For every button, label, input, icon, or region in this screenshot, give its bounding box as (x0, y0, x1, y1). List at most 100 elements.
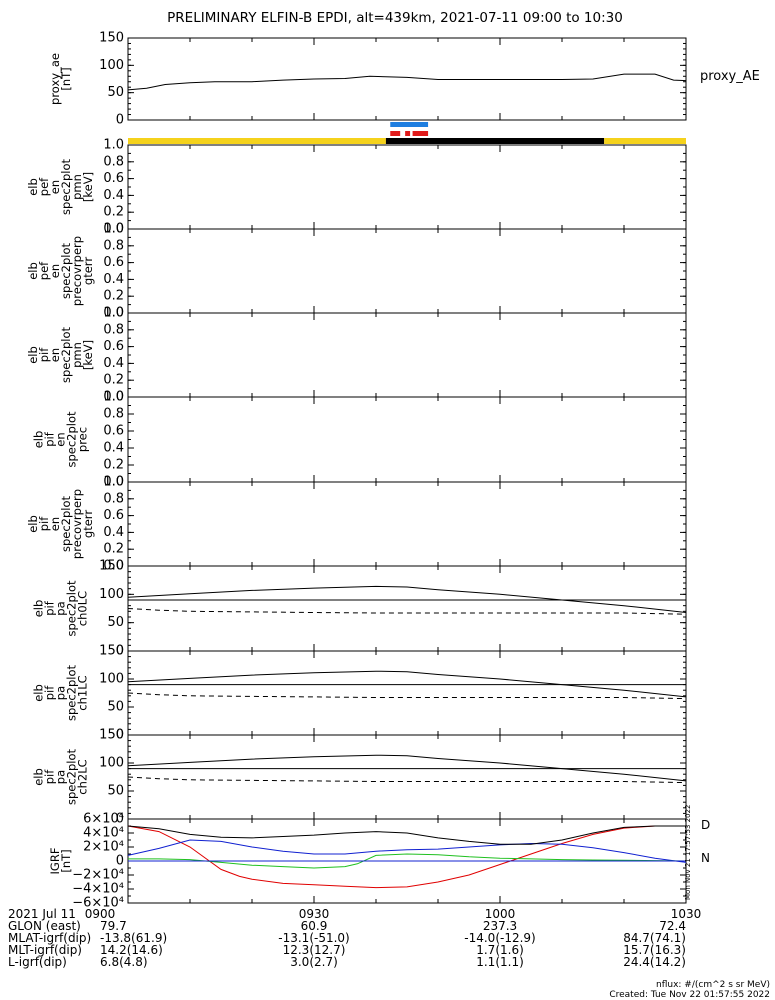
ch1LC-ylabel-4: ch1LC (76, 675, 90, 710)
ch2LC-xticks (127, 735, 687, 819)
created-stamp: Created: Tue Nov 22 01:57:55 2022 (609, 990, 770, 1000)
pif_en-ylabel-2: en (48, 348, 62, 362)
footer-value: 84.7(74.1) (623, 931, 686, 945)
IGRF-series-2 (127, 825, 686, 845)
ch0LC-ytick-label: 0 (116, 644, 124, 659)
ch2LC-series-1 (127, 776, 687, 784)
igrf-legend-n: N (701, 851, 710, 865)
footer-row-label: MLAT-igrf(dip) (8, 931, 91, 945)
orbit-bar-bar-6 (604, 138, 686, 144)
footer-value: -13.8(61.9) (100, 931, 167, 945)
IGRF-ytick-label: 4×10⁴ (83, 826, 124, 841)
side-date-stamp: Mon Nov 21 17:57:53 2022 (684, 805, 692, 900)
footer-value: 1.1(1.1) (476, 955, 524, 969)
pif_precovrperp-ylabel-4: precovrperp (70, 489, 84, 559)
proxy_ae-ytick-label: 0 (116, 113, 124, 128)
footer-value: 14.2(14.6) (100, 943, 163, 957)
pif_en-ytick-label: 0.6 (103, 339, 124, 354)
IGRF-ytick-label: −6×10⁴ (72, 896, 124, 911)
ch0LC-frame (127, 565, 687, 652)
footer-value: 0930 (299, 907, 330, 921)
pef_en-ylabel-1: pef (37, 177, 51, 196)
orbit-bar-bar-4 (128, 138, 386, 144)
ch1LC-series-0 (127, 670, 687, 698)
ch2LC-ytick-label: 150 (99, 728, 124, 743)
ch2LC-ylabel-2: pa (54, 770, 68, 784)
pef_precovrperp-yaxis: 1.00.80.60.40.20.0 (103, 222, 686, 321)
pif_precovrperp-ytick-label: 1.0 (103, 475, 124, 490)
proxy_ae-yaxis: 150 100 50 0 (99, 31, 686, 128)
ch0LC-ylabel-4: ch0LC (76, 591, 90, 626)
pef_precovrperp-ylabel-3: spec2plot (59, 242, 73, 299)
pif_en-frame (127, 312, 687, 398)
plot-title: PRELIMINARY ELFIN-B EPDI, alt=439km, 202… (167, 10, 623, 26)
IGRF-ytick-label: 6×10⁴ (83, 812, 124, 827)
ch2LC-series-0 (127, 754, 687, 782)
ch1LC-ytick-label: 0 (116, 728, 124, 743)
orbit-bar-red-2 (405, 131, 411, 136)
ch2LC-ytick-label: 0 (116, 812, 124, 827)
footer-value: -13.1(-51.0) (278, 931, 349, 945)
proxy_ae-ylabel-1: [nT] (59, 67, 73, 90)
orbit-bar-red-1 (390, 131, 401, 136)
pif_precovrperp-ylabel-5: gterr (81, 510, 95, 538)
ch0LC-yaxis: 150 100 50 0 (99, 559, 686, 659)
ch2LC-ylabel-1: pif (43, 769, 57, 784)
footer-value: 12.3(12.7) (283, 943, 346, 957)
footer-value: 24.4(14.2) (623, 955, 686, 969)
proxy_ae-line (127, 73, 687, 91)
ch0LC-ylabel-3: spec2plot (65, 580, 79, 637)
pif_prec-ylabel-0: elb (32, 431, 46, 449)
footer-ephemeris: 2021 Jul 11 0900 0930 1000 1030 GLON (east) 79… (8, 907, 770, 1000)
pef_en-xticks (127, 145, 687, 229)
pef_precovrperp-ytick-label: 0.6 (103, 255, 124, 270)
ch2LC-ytick-label: 100 (99, 756, 124, 771)
pif_prec-ytick-label: 0.2 (103, 458, 124, 473)
IGRF-series-1 (127, 839, 687, 863)
pif_precovrperp-ytick-label: 0.2 (103, 542, 124, 557)
ch1LC-ytick-label: 100 (99, 672, 124, 687)
orbit-bar-red-3 (412, 131, 429, 136)
footer-value: 3.0(2.7) (290, 955, 338, 969)
pef_precovrperp-ylabel-5: gterr (81, 257, 95, 285)
proxy_ae-ytick-label: 100 (99, 58, 124, 73)
footer-value: 237.3 (483, 919, 517, 933)
pef_en-ytick-label: 0.4 (103, 188, 124, 203)
IGRF-series-3 (128, 853, 687, 869)
pif_prec-ytick-label: 0.0 (103, 475, 124, 490)
pif_en-ytick-label: 0.8 (103, 322, 124, 337)
pif_prec-ytick-label: 0.4 (103, 441, 124, 456)
pif_en-ytick-label: 0.0 (103, 390, 124, 405)
IGRF-ylabel-0: IGRF (48, 848, 62, 875)
pif_en-ylabel-0: elb (26, 346, 40, 364)
ch1LC-ylabel-3: spec2plot (65, 664, 79, 721)
ch0LC-series-1 (127, 608, 687, 615)
pif_precovrperp-ytick-label: 0.0 (103, 559, 124, 574)
pif_precovrperp-ytick-label: 0.6 (103, 508, 124, 523)
pif_prec-frame (127, 396, 687, 483)
pef_en-frame (127, 144, 687, 230)
pif_prec-ylabel-4: prec (76, 427, 90, 452)
ch2LC-ylabel-4: ch2LC (76, 759, 90, 794)
ch1LC-frame (127, 650, 687, 736)
footer-row-label: GLON (east) (8, 919, 81, 933)
pef_precovrperp-ylabel-2: en (48, 264, 62, 278)
footer-value: 1000 (485, 907, 516, 921)
pif_precovrperp-ytick-label: 0.8 (103, 491, 124, 506)
pif_precovrperp-ylabel-3: spec2plot (59, 495, 73, 552)
ch1LC-ytick-label: 150 (99, 644, 124, 659)
nflux-units: nflux: #/(cm^2 s sr MeV) (656, 980, 770, 990)
pef_precovrperp-ylabel-4: precovrperp (70, 236, 84, 306)
pif_en-yaxis: 1.00.80.60.40.20.0 (103, 306, 686, 405)
pif_prec-ylabel-3: spec2plot (65, 411, 79, 468)
ch1LC-ytick-label: 50 (107, 700, 124, 715)
ch0LC-series-0 (127, 585, 687, 613)
IGRF-ytick-label: −4×10⁴ (72, 882, 124, 897)
pif_prec-ytick-label: 0.8 (103, 407, 124, 422)
footer-value: 0900 (85, 907, 116, 921)
pef_en-ytick-label: 0.0 (103, 222, 124, 237)
ch1LC-ylabel-2: pa (54, 686, 68, 700)
pef_en-ytick-label: 1.0 (103, 138, 124, 153)
